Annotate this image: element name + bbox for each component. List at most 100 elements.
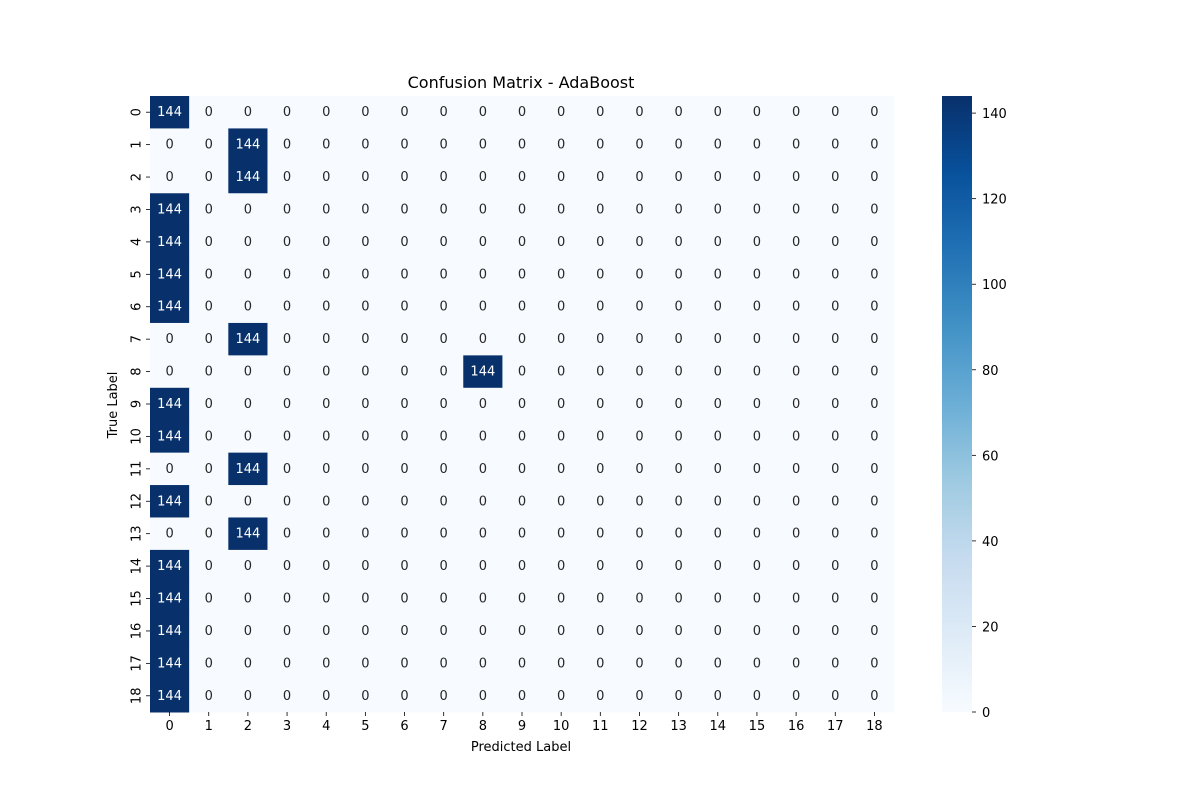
heatmap-cell bbox=[854, 517, 895, 551]
heatmap-cell bbox=[854, 582, 895, 616]
heatmap-cell bbox=[345, 679, 386, 713]
heatmap-cell bbox=[189, 387, 229, 421]
cell-value: 0 bbox=[753, 592, 761, 607]
cell-value: 0 bbox=[870, 202, 878, 217]
cell-value: 0 bbox=[479, 332, 487, 347]
cell-value: 0 bbox=[714, 689, 722, 704]
heatmap-cell bbox=[424, 128, 464, 162]
cell-value: 0 bbox=[557, 332, 565, 347]
heatmap-cell bbox=[776, 485, 817, 518]
cell-value: 0 bbox=[322, 138, 330, 153]
cell-value: 144 bbox=[235, 170, 260, 185]
cell-value: 0 bbox=[322, 624, 330, 639]
cell-value: 0 bbox=[753, 202, 761, 217]
heatmap-cell bbox=[345, 582, 386, 616]
cell-value: 144 bbox=[157, 592, 182, 607]
cell-value: 0 bbox=[635, 527, 643, 542]
heatmap-cell bbox=[345, 647, 386, 681]
heatmap-cell bbox=[854, 549, 895, 583]
cell-value: 0 bbox=[361, 624, 369, 639]
cell-value: 0 bbox=[635, 494, 643, 509]
heatmap-cell bbox=[306, 160, 347, 194]
heatmap-cell bbox=[502, 290, 543, 324]
colorbar-ticks: 0 20 40 60 80 100 120 140 bbox=[972, 107, 1007, 721]
heatmap-cell bbox=[776, 225, 817, 259]
heatmap-cell bbox=[150, 355, 190, 389]
cell-value: 144 bbox=[235, 138, 260, 153]
heatmap-cell bbox=[267, 582, 308, 616]
heatmap-cell bbox=[345, 128, 386, 162]
heatmap-cell bbox=[580, 614, 621, 648]
cell-annotations: 144 0 0 0 0 0 0 0 0 0 0 0 0 0 0 0 0 0 0 0 0 144 0 0 0 0 0 0 0 0 0 0 0 0 0 0… bbox=[157, 105, 878, 704]
heatmap-cell bbox=[698, 322, 738, 356]
heatmap-cell bbox=[580, 355, 621, 389]
heatmap-cell bbox=[541, 355, 582, 389]
heatmap-cell bbox=[345, 387, 386, 421]
heatmap-cell bbox=[659, 193, 699, 227]
heatmap-cell bbox=[502, 355, 543, 389]
cell-value: 0 bbox=[792, 332, 800, 347]
cell-value: 0 bbox=[479, 656, 487, 671]
cell-value: 0 bbox=[635, 689, 643, 704]
cell-value: 0 bbox=[714, 397, 722, 412]
heatmap-cell bbox=[776, 549, 817, 583]
cell-value: 0 bbox=[400, 105, 408, 120]
heatmap-cell bbox=[424, 322, 464, 356]
cell-value: 0 bbox=[596, 365, 604, 380]
cell-value: 0 bbox=[792, 300, 800, 315]
cell-value: 0 bbox=[557, 689, 565, 704]
cell-value: 0 bbox=[557, 397, 565, 412]
heatmap-cell bbox=[776, 582, 817, 616]
cell-value: 0 bbox=[792, 105, 800, 120]
cell-value: 0 bbox=[205, 689, 213, 704]
cell-value: 0 bbox=[557, 656, 565, 671]
cell-value: 0 bbox=[205, 235, 213, 250]
heatmap-cell bbox=[854, 290, 895, 324]
heatmap-cell bbox=[189, 193, 229, 227]
cell-value: 0 bbox=[870, 689, 878, 704]
heatmap-cell bbox=[384, 549, 425, 583]
cell-value: 0 bbox=[361, 105, 369, 120]
cell-value: 0 bbox=[205, 656, 213, 671]
heatmap-cell bbox=[463, 485, 503, 518]
y-tick-label: 10 bbox=[130, 428, 145, 445]
heatmap-cells bbox=[150, 96, 895, 713]
heatmap-cell bbox=[737, 614, 778, 648]
cell-value: 0 bbox=[322, 170, 330, 185]
heatmap-cell bbox=[189, 258, 229, 292]
cell-value: 0 bbox=[596, 267, 604, 282]
cell-value: 0 bbox=[870, 494, 878, 509]
heatmap-cell bbox=[228, 322, 268, 356]
cell-value: 144 bbox=[235, 332, 260, 347]
heatmap-cell bbox=[502, 128, 543, 162]
heatmap-cell bbox=[776, 452, 817, 486]
cell-value: 0 bbox=[440, 202, 448, 217]
cell-value: 0 bbox=[205, 429, 213, 444]
heatmap-cell bbox=[150, 614, 190, 648]
cell-value: 0 bbox=[244, 365, 252, 380]
cell-value: 0 bbox=[792, 527, 800, 542]
cell-value: 0 bbox=[479, 267, 487, 282]
cell-value: 0 bbox=[283, 267, 291, 282]
cell-value: 0 bbox=[831, 365, 839, 380]
heatmap-cell bbox=[463, 193, 503, 227]
cell-value: 0 bbox=[244, 397, 252, 412]
heatmap-cell bbox=[619, 258, 660, 292]
heatmap-cell bbox=[619, 420, 660, 454]
cell-value: 0 bbox=[596, 300, 604, 315]
heatmap-cell bbox=[463, 582, 503, 616]
cell-value: 0 bbox=[518, 170, 526, 185]
cell-value: 0 bbox=[635, 138, 643, 153]
cell-value: 0 bbox=[518, 105, 526, 120]
heatmap-cell bbox=[619, 679, 660, 713]
cell-value: 0 bbox=[205, 138, 213, 153]
cell-value: 0 bbox=[400, 559, 408, 574]
cell-value: 0 bbox=[479, 689, 487, 704]
x-axis-ticks: 0 1 2 3 4 5 6 7 8 9 10 11 12 13 14 15 16 17 18 bbox=[165, 712, 883, 734]
cell-value: 0 bbox=[518, 462, 526, 477]
cell-value: 0 bbox=[831, 300, 839, 315]
heatmap-cell bbox=[854, 355, 895, 389]
cell-value: 0 bbox=[440, 624, 448, 639]
cell-value: 0 bbox=[205, 592, 213, 607]
heatmap-cell bbox=[150, 96, 190, 129]
